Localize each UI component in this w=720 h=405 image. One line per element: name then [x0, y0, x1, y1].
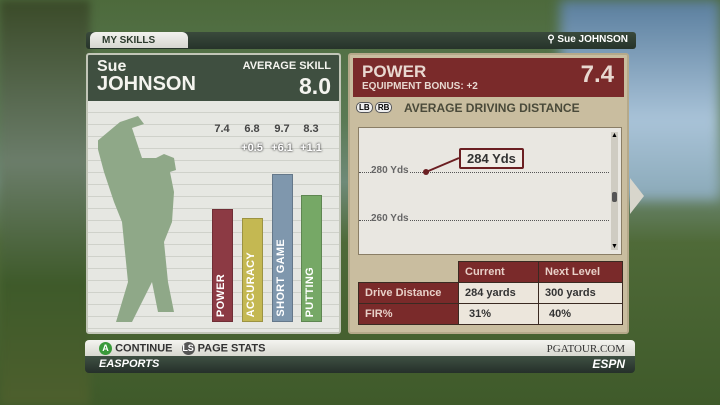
header-next-level: Next Level	[538, 261, 623, 283]
golfer-silhouette-icon	[98, 116, 176, 322]
ls-button-icon[interactable]: LS	[181, 342, 195, 355]
table-row: FIR% 31% 40%	[358, 303, 623, 325]
skill-delta: +6.1	[271, 142, 293, 154]
skill-delta: +0.5	[241, 142, 263, 154]
scrollbar[interactable]: ▲ ▼	[611, 132, 618, 250]
cell-next: 300 yards	[538, 282, 623, 304]
detail-header: POWER EQUIPMENT BONUS: +2 7.4	[353, 58, 624, 97]
data-point	[423, 169, 429, 175]
detail-panel: POWER EQUIPMENT BONUS: +2 7.4 LB RB AVER…	[348, 53, 629, 334]
scroll-up-icon[interactable]: ▲	[611, 132, 618, 139]
tab-my-skills[interactable]: MY SKILLS	[90, 32, 188, 48]
row-label: Drive Distance	[358, 282, 459, 304]
cell-current: 284 yards	[458, 282, 539, 304]
driving-distance-chart: 280 Yds 260 Yds 284 Yds ▲ ▼	[358, 127, 622, 255]
scroll-thumb[interactable]	[612, 192, 617, 202]
pgatour-logo: PGATOUR.COM	[546, 343, 625, 355]
average-skill-label: AVERAGE SKILL	[242, 60, 331, 72]
user-name: Sue JOHNSON	[557, 34, 628, 45]
skill-bar[interactable]: ACCURACY	[242, 218, 263, 322]
table-row: Drive Distance 284 yards 300 yards	[358, 282, 623, 304]
brand-row: EASPORTS ESPN	[85, 356, 635, 373]
cell-current: 31%	[458, 303, 539, 325]
rb-button[interactable]: RB	[374, 102, 393, 113]
a-button-icon[interactable]: A	[99, 342, 112, 355]
skill-label: SHORT GAME	[275, 239, 287, 317]
skill-bar[interactable]: PUTTING	[301, 195, 322, 322]
user-label: ⚲ Sue JOHNSON	[547, 34, 628, 45]
cell-next: 40%	[538, 303, 623, 325]
scroll-down-icon[interactable]: ▼	[611, 243, 618, 250]
gridline-280	[359, 172, 609, 173]
skill-bar[interactable]: SHORT GAME	[272, 174, 293, 322]
page-stats-label[interactable]: PAGE STATS	[197, 342, 266, 355]
easports-logo: EASPORTS	[99, 358, 160, 370]
continue-label[interactable]: CONTINUE	[115, 342, 173, 355]
background	[0, 0, 90, 405]
player-first-name: Sue	[97, 58, 127, 75]
skill-value: 6.8	[244, 123, 260, 135]
header-current: Current	[458, 261, 539, 283]
gridline-260	[359, 220, 609, 221]
table-header-row: Current Next Level	[359, 261, 623, 283]
top-bar	[86, 32, 636, 49]
detail-value: 7.4	[580, 61, 614, 88]
golfer-icon: ⚲	[547, 34, 558, 45]
controls-row: A CONTINUE LS PAGE STATS PGATOUR.COM	[85, 340, 635, 356]
data-point-line	[423, 157, 460, 175]
footer-bar: A CONTINUE LS PAGE STATS PGATOUR.COM EAS…	[85, 340, 635, 373]
skill-delta: +1.1	[300, 142, 322, 154]
skill-value: 7.4	[214, 123, 230, 135]
next-page-arrow-icon[interactable]	[630, 178, 644, 214]
skills-panel: Sue JOHNSON AVERAGE SKILL 8.0 7.4 POWER 6…	[86, 53, 341, 334]
gridline-label-260: 260 Yds	[371, 213, 409, 224]
espn-logo: ESPN	[592, 357, 625, 371]
skill-bar[interactable]: POWER	[212, 209, 233, 322]
detail-title: POWER	[362, 62, 427, 81]
player-last-name: JOHNSON	[97, 73, 196, 95]
row-label: FIR%	[358, 303, 459, 325]
value-callout: 284 Yds	[459, 148, 524, 169]
skill-value: 9.7	[274, 123, 290, 135]
bumper-buttons: LB RB	[356, 102, 393, 113]
skill-label: PUTTING	[304, 266, 316, 317]
average-skill-value: 8.0	[299, 73, 331, 99]
gridline-label-280: 280 Yds	[371, 165, 409, 176]
skill-value: 8.3	[303, 123, 319, 135]
equipment-bonus: EQUIPMENT BONUS: +2	[362, 81, 478, 92]
player-header: Sue JOHNSON AVERAGE SKILL 8.0	[88, 55, 339, 101]
chart-subtitle: AVERAGE DRIVING DISTANCE	[404, 101, 580, 115]
stats-table: Current Next Level Drive Distance 284 yard…	[358, 261, 623, 325]
skill-label: POWER	[215, 273, 227, 317]
lb-button[interactable]: LB	[356, 102, 373, 113]
skill-label: ACCURACY	[245, 251, 257, 317]
